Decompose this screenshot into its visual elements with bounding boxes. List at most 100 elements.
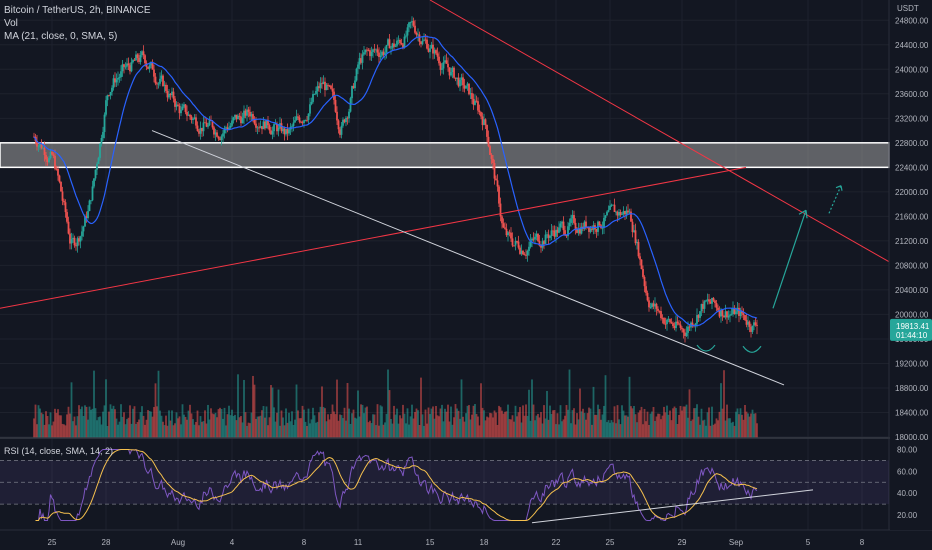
candle-body <box>645 286 647 293</box>
candle-body <box>147 66 149 69</box>
volume-bar <box>268 417 271 438</box>
volume-bar <box>156 406 158 438</box>
volume-legend[interactable]: Vol <box>4 18 18 29</box>
rsi-legend[interactable]: RSI (14, close, SMA, 14, 2) <box>4 446 114 456</box>
candle-body <box>525 255 527 256</box>
symbol-title[interactable]: Bitcoin / TetherUS, 2h, BINANCE <box>4 5 151 16</box>
candle-body <box>687 326 689 333</box>
candle-body <box>294 120 296 123</box>
volume-bar <box>162 421 164 438</box>
volume-bar <box>519 407 521 438</box>
candle-body <box>222 133 224 137</box>
candle-body <box>436 53 439 57</box>
candle-body <box>96 163 98 170</box>
candle-body <box>309 104 311 114</box>
volume-bar <box>364 407 367 438</box>
volume-bar <box>609 422 611 438</box>
candle-body <box>204 122 206 124</box>
volume-bar <box>300 418 302 438</box>
volume-bar <box>409 416 412 438</box>
volume-bar <box>466 405 469 438</box>
volume-bar <box>169 420 172 438</box>
candle-body <box>178 105 181 114</box>
candle-body <box>184 104 187 112</box>
volume-bar <box>504 411 506 438</box>
volume-bar <box>186 419 188 438</box>
candle-body <box>45 154 47 160</box>
volume-bar <box>271 387 274 438</box>
candle-body <box>397 39 400 41</box>
volume-bar <box>589 408 592 438</box>
time-tick-label: 8 <box>302 538 307 547</box>
candle-body <box>55 168 58 170</box>
candle-body <box>336 111 338 121</box>
candle-body <box>412 21 415 26</box>
candle-body <box>63 200 65 203</box>
candle-body <box>417 34 419 36</box>
candle-body <box>391 43 394 48</box>
volume-bar <box>189 404 191 438</box>
volume-bar <box>444 408 446 438</box>
candle-body <box>460 77 463 80</box>
volume-bar <box>493 410 496 438</box>
price-tick-label: 24400.00 <box>895 41 929 50</box>
candle-body <box>369 50 371 57</box>
volume-bar <box>72 421 74 438</box>
volume-bar <box>564 415 566 438</box>
volume-bar <box>181 404 184 438</box>
volume-bar <box>294 419 296 438</box>
candle-body <box>487 136 490 147</box>
volume-bar <box>621 405 623 438</box>
volume-bar <box>378 425 380 438</box>
volume-bar <box>118 421 121 438</box>
support-trendline <box>151 130 785 386</box>
volume-bar <box>298 418 301 438</box>
volume-bar <box>441 404 443 438</box>
candle-body <box>681 327 683 330</box>
candle-body <box>232 117 235 121</box>
candle-body <box>496 180 499 187</box>
time-tick-label: 4 <box>230 538 235 547</box>
candle-body <box>729 314 731 316</box>
volume-bar <box>36 424 38 438</box>
volume-bar <box>45 411 47 438</box>
candle-body <box>660 311 662 319</box>
candle-body <box>577 228 580 233</box>
volume-bar <box>33 418 35 438</box>
volume-bar <box>468 405 470 438</box>
volume-bar <box>249 423 251 438</box>
volume-bar <box>279 425 281 438</box>
candle-body <box>144 55 146 64</box>
candle-body <box>447 63 449 68</box>
candle-body <box>106 95 109 101</box>
volume-bar <box>198 425 200 438</box>
volume-bar <box>361 404 364 438</box>
candle-body <box>274 123 277 125</box>
price-tick-label: 20800.00 <box>895 261 929 270</box>
volume-bar <box>670 420 673 438</box>
volume-bar <box>291 411 293 438</box>
volume-bar <box>301 405 304 438</box>
candle-body <box>669 319 671 323</box>
candle-body <box>427 48 430 52</box>
candle-body <box>235 114 238 120</box>
candle-body <box>621 214 623 215</box>
candle-body <box>394 45 397 47</box>
volume-bar <box>90 409 92 438</box>
time-tick-label: 15 <box>426 538 435 547</box>
volume-bar <box>379 405 382 438</box>
volume-bar <box>576 413 578 438</box>
volume-bar <box>598 409 601 438</box>
last-price-badge <box>890 318 932 341</box>
candle-body <box>510 232 512 239</box>
candle-body <box>442 62 445 69</box>
candle-body <box>504 227 506 229</box>
volume-bar <box>208 419 211 438</box>
candle-body <box>315 90 317 94</box>
candle-body <box>591 228 593 230</box>
candle-body <box>751 325 754 332</box>
candle-body <box>444 60 446 63</box>
ma-legend[interactable]: MA (21, close, 0, SMA, 5) <box>4 31 118 42</box>
candle-body <box>450 71 452 76</box>
